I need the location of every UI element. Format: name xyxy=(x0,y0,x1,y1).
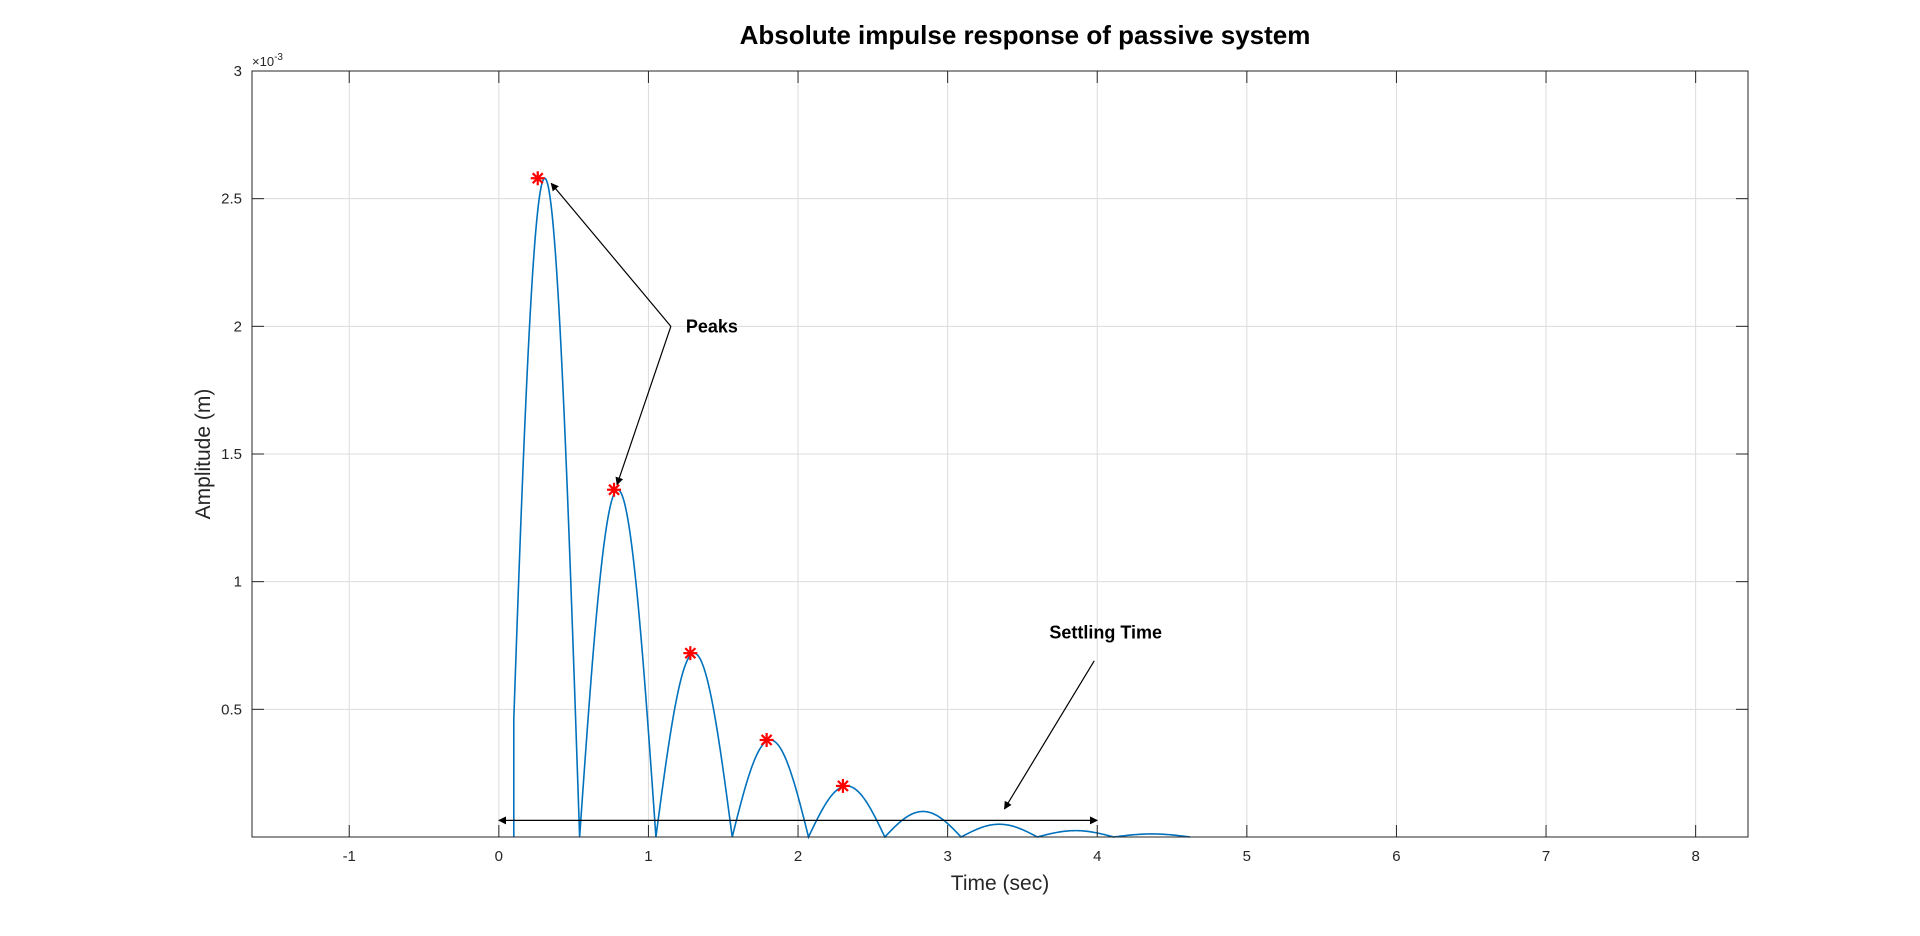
peaks-arrow xyxy=(550,182,672,327)
x-tick-label: 3 xyxy=(943,848,951,865)
peaks-arrow xyxy=(615,326,672,486)
x-tick-label: 1 xyxy=(644,848,652,865)
peak-marker xyxy=(607,482,622,497)
x-axis-label: Time (sec) xyxy=(951,872,1049,895)
x-tick-label: 4 xyxy=(1093,848,1101,865)
peak-marker xyxy=(759,732,774,747)
annotations-group xyxy=(498,182,1099,825)
y-exponent-label: ×10-3 xyxy=(252,52,283,69)
y-tick-label: 2 xyxy=(234,318,242,335)
ticks-group: -1 0 1 2 3 4 5 6 7 8 0.5 1 1.5 2 2.5 3 xyxy=(221,63,1748,865)
peak-marker xyxy=(683,646,698,661)
peak-marker xyxy=(835,778,850,793)
y-tick-label: 2.5 xyxy=(221,191,242,208)
chart-title: Absolute impulse response of passive sys… xyxy=(740,20,1311,50)
x-tick-label: 5 xyxy=(1243,848,1251,865)
y-tick-label: 3 xyxy=(234,63,242,80)
peak-markers-group xyxy=(530,171,850,793)
peak-marker xyxy=(530,171,545,186)
x-tick-label: 2 xyxy=(794,848,802,865)
x-tick-label: 7 xyxy=(1542,848,1550,865)
settling-time-arrow xyxy=(1003,660,1095,810)
x-tick-label: 0 xyxy=(495,848,503,865)
y-tick-label: 1 xyxy=(234,574,242,591)
x-tick-label: 6 xyxy=(1392,848,1400,865)
peaks-annotation-label: Peaks xyxy=(686,316,738,336)
y-axis-label: Amplitude (m) xyxy=(192,389,215,520)
x-tick-label: 8 xyxy=(1691,848,1699,865)
settling-time-annotation-label: Settling Time xyxy=(1049,623,1162,643)
y-tick-label: 1.5 xyxy=(221,446,242,463)
y-tick-label: 0.5 xyxy=(221,701,242,718)
x-tick-label: -1 xyxy=(343,848,356,865)
